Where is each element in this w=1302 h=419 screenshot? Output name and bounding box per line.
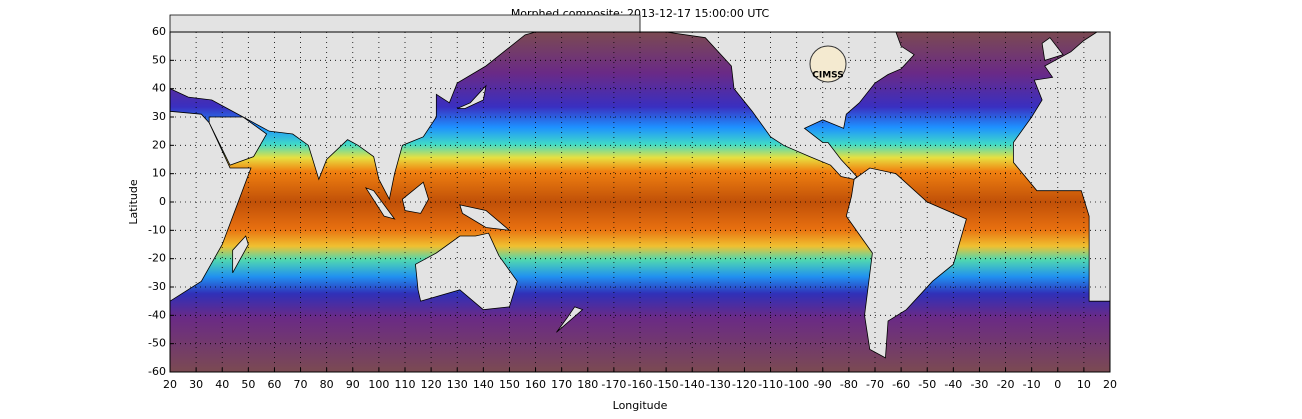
lon-tick-label: 50: [241, 378, 255, 391]
lon-tick-label: 180: [577, 378, 598, 391]
lon-tick-label: -170: [601, 378, 626, 391]
landmass: [556, 306, 584, 333]
lon-tick-label: -70: [866, 378, 884, 391]
lon-tick-label: 120: [421, 378, 442, 391]
landmass: [1041, 37, 1064, 61]
lon-tick-label: 40: [215, 378, 229, 391]
landmass: [401, 181, 429, 214]
lon-tick-label: -10: [1023, 378, 1041, 391]
lon-tick-label: -60: [892, 378, 910, 391]
lat-tick-label: -10: [148, 223, 166, 236]
landmass: [415, 232, 518, 311]
lon-tick-label: 30: [189, 378, 203, 391]
lat-tick-label: -20: [148, 252, 166, 265]
lon-tick-label: -20: [997, 378, 1015, 391]
lon-tick-label: 140: [473, 378, 494, 391]
lon-tick-label: 80: [320, 378, 334, 391]
lat-tick-label: 10: [152, 167, 166, 180]
y-axis-label: Latitude: [127, 179, 140, 225]
lon-tick-label: 20: [1103, 378, 1117, 391]
landmass: [169, 31, 536, 201]
lon-tick-label: 100: [368, 378, 389, 391]
plot-frame: [169, 31, 1111, 373]
landmass: [364, 187, 396, 220]
logo: CIMSS: [809, 45, 847, 83]
lat-tick-label: 60: [152, 25, 166, 38]
lon-tick-label: -160: [628, 378, 653, 391]
lat-tick-label: -60: [148, 365, 166, 378]
lon-tick-label: -120: [732, 378, 757, 391]
landmass: [232, 235, 249, 274]
lon-tick-label: 90: [346, 378, 360, 391]
lon-tick-label: 60: [267, 378, 281, 391]
lon-tick-label: -100: [784, 378, 809, 391]
lon-tick-label: -110: [758, 378, 783, 391]
lat-tick-label: 20: [152, 138, 166, 151]
landmass: [459, 204, 511, 231]
lon-tick-label: -90: [814, 378, 832, 391]
lon-tick-label: 150: [499, 378, 520, 391]
lon-tick-label: 70: [294, 378, 308, 391]
landmass: [845, 167, 967, 359]
lat-tick-label: 50: [152, 53, 166, 66]
lon-tick-label: -30: [970, 378, 988, 391]
logo-badge: [809, 45, 847, 83]
x-axis-label: Longitude: [613, 399, 668, 412]
lon-tick-label: 10: [1077, 378, 1091, 391]
lon-tick-label: 170: [551, 378, 572, 391]
lat-tick-label: -30: [148, 280, 166, 293]
lon-tick-label: 160: [525, 378, 546, 391]
landmass: [169, 14, 641, 33]
lon-tick-label: 20: [163, 378, 177, 391]
lon-tick-label: -40: [944, 378, 962, 391]
logo-text: CIMSS: [812, 71, 843, 81]
lat-tick-label: 40: [152, 82, 166, 95]
lat-tick-label: 30: [152, 110, 166, 123]
lon-tick-label: -150: [654, 378, 679, 391]
lon-tick-label: -130: [706, 378, 731, 391]
lon-tick-label: 0: [1054, 378, 1061, 391]
lon-tick-label: -50: [918, 378, 936, 391]
lon-tick-label: 110: [395, 378, 416, 391]
lon-tick-label: -140: [680, 378, 705, 391]
landmass: [169, 110, 252, 302]
lon-tick-label: 130: [447, 378, 468, 391]
lat-tick-label: -50: [148, 337, 166, 350]
lon-tick-label: -80: [840, 378, 858, 391]
lat-tick-label: -40: [148, 308, 166, 321]
lat-tick-label: 0: [159, 195, 166, 208]
landmass: [457, 84, 487, 109]
